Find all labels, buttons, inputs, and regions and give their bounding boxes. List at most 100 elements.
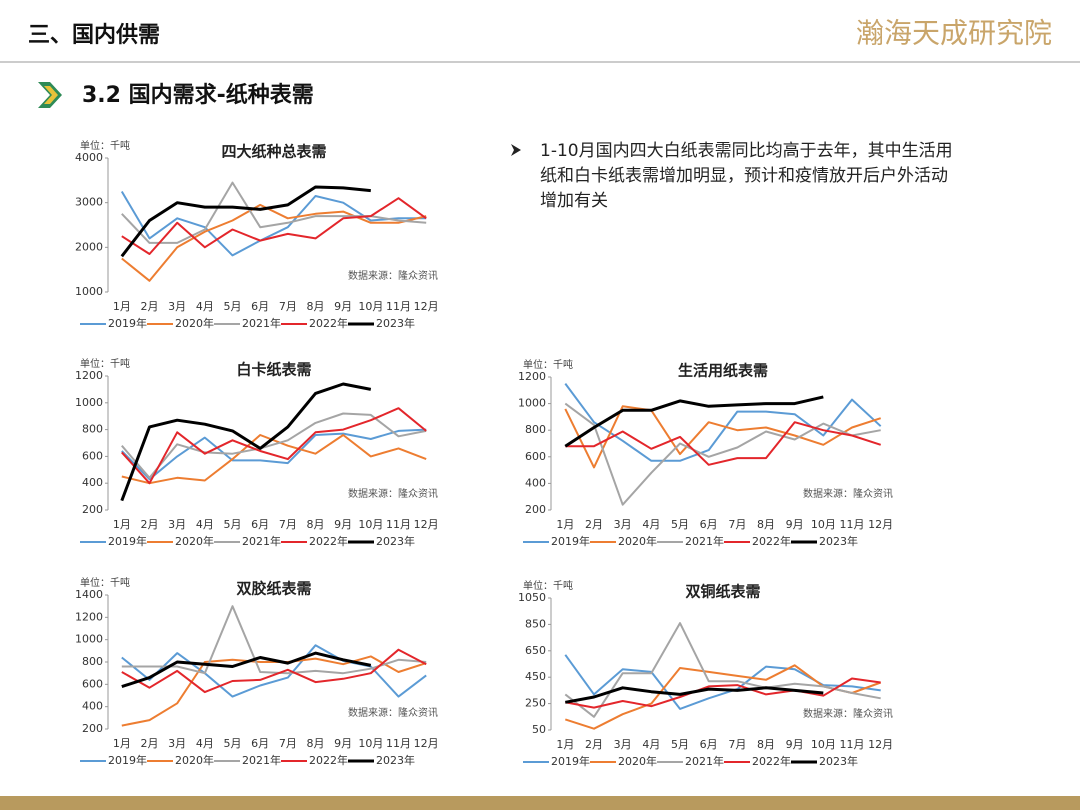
source-note: 数据来源：隆众资讯 (348, 269, 438, 282)
y-tick-label: 200 (525, 503, 546, 516)
x-tick-label: 10月 (811, 738, 836, 751)
series-line (564, 383, 882, 462)
x-tick-label: 12月 (414, 518, 439, 531)
chart-title: 双铜纸表需 (685, 583, 760, 601)
x-tick-label: 7月 (279, 518, 297, 531)
x-tick-label: 2月 (141, 737, 159, 750)
x-tick-label: 7月 (279, 737, 297, 750)
source-note: 数据来源：隆众资讯 (348, 706, 438, 719)
x-tick-label: 1月 (556, 518, 574, 531)
series-line (121, 428, 427, 481)
legend-label: 2021年 (242, 534, 281, 548)
y-tick-label: 850 (525, 617, 546, 630)
legend-label: 2023年 (376, 753, 415, 767)
chart-title: 四大纸种总表需 (221, 143, 326, 161)
x-tick-label: 10月 (811, 518, 836, 531)
y-tick-label: 1000 (75, 633, 103, 646)
legend-label: 2021年 (685, 534, 724, 548)
legend-label: 2019年 (108, 316, 147, 330)
x-tick-label: 2月 (585, 518, 603, 531)
chart-title: 双胶纸表需 (236, 580, 311, 598)
x-tick-label: 5月 (671, 738, 689, 751)
y-tick-label: 400 (82, 700, 103, 713)
x-tick-label: 1月 (113, 518, 131, 531)
subtitle: 3.2 国内需求-纸种表需 (82, 82, 314, 108)
x-tick-label: 6月 (700, 518, 718, 531)
x-tick-label: 8月 (757, 738, 775, 751)
unit-label: 单位：千吨 (80, 357, 130, 370)
legend-label: 2022年 (309, 753, 348, 767)
series-line (564, 622, 881, 718)
legend-label: 2022年 (309, 534, 348, 548)
series-line (121, 203, 427, 282)
x-tick-label: 9月 (334, 300, 352, 313)
y-tick-label: 1200 (518, 370, 546, 383)
x-tick-label: 11月 (386, 737, 411, 750)
x-tick-label: 8月 (307, 518, 325, 531)
x-tick-label: 7月 (728, 738, 746, 751)
legend-label: 2023年 (819, 754, 858, 768)
y-tick-label: 1200 (75, 610, 103, 623)
series-line (121, 651, 372, 689)
x-tick-label: 4月 (642, 518, 660, 531)
x-tick-label: 5月 (671, 518, 689, 531)
bullet-marker (511, 144, 521, 156)
y-tick-label: 1000 (75, 396, 103, 409)
legend-label: 2020年 (175, 534, 214, 548)
x-tick-label: 6月 (251, 518, 269, 531)
logo: 瀚海天成研究院 (856, 17, 1052, 49)
legend-label: 2020年 (618, 754, 657, 768)
y-tick-label: 600 (525, 450, 546, 463)
y-tick-label: 800 (82, 423, 103, 436)
legend-label: 2022年 (309, 316, 348, 330)
x-tick-label: 10月 (358, 518, 383, 531)
unit-label: 单位：千吨 (80, 139, 130, 152)
x-tick-label: 8月 (307, 737, 325, 750)
y-tick-label: 3000 (75, 196, 103, 209)
x-tick-label: 1月 (113, 737, 131, 750)
x-tick-label: 3月 (168, 300, 186, 313)
chart-title: 白卡纸表需 (236, 361, 311, 379)
legend-label: 2020年 (618, 534, 657, 548)
bullet-line: 增加有关 (540, 191, 608, 211)
series-line (565, 686, 824, 704)
legend-label: 2019年 (551, 534, 590, 548)
legend-label: 2019年 (108, 534, 147, 548)
y-tick-label: 600 (82, 677, 103, 690)
y-tick-label: 1050 (518, 591, 546, 604)
legend-label: 2021年 (242, 316, 281, 330)
series-line (121, 181, 427, 244)
source-note: 数据来源：隆众资讯 (803, 487, 893, 500)
unit-label: 单位：千吨 (523, 579, 573, 592)
series-line (121, 648, 427, 694)
series-line (120, 185, 371, 258)
series-line (565, 421, 882, 466)
x-tick-label: 11月 (386, 518, 411, 531)
x-tick-label: 3月 (168, 737, 186, 750)
y-tick-label: 1400 (75, 588, 103, 601)
y-tick-label: 50 (532, 723, 546, 736)
bullet-line: 纸和白卡纸表需增加明显，预计和疫情放开后户外活动 (540, 166, 948, 186)
y-tick-label: 450 (525, 670, 546, 683)
legend-label: 2023年 (376, 534, 415, 548)
series-line (121, 655, 427, 727)
x-tick-label: 4月 (196, 300, 214, 313)
legend-label: 2020年 (175, 753, 214, 767)
legend-label: 2019年 (551, 754, 590, 768)
series-line (120, 382, 372, 502)
legend-label: 2020年 (175, 316, 214, 330)
x-tick-label: 4月 (642, 738, 660, 751)
x-tick-label: 9月 (334, 518, 352, 531)
x-tick-label: 5月 (224, 518, 242, 531)
y-tick-label: 400 (525, 476, 546, 489)
y-tick-label: 800 (525, 423, 546, 436)
x-tick-label: 11月 (840, 738, 865, 751)
x-tick-label: 12月 (414, 300, 439, 313)
x-tick-label: 9月 (786, 518, 804, 531)
x-tick-label: 10月 (358, 737, 383, 750)
legend-label: 2019年 (108, 753, 147, 767)
x-tick-label: 2月 (141, 518, 159, 531)
series-line (564, 402, 881, 506)
unit-label: 单位：千吨 (80, 576, 130, 589)
chevron-inner (44, 86, 58, 104)
